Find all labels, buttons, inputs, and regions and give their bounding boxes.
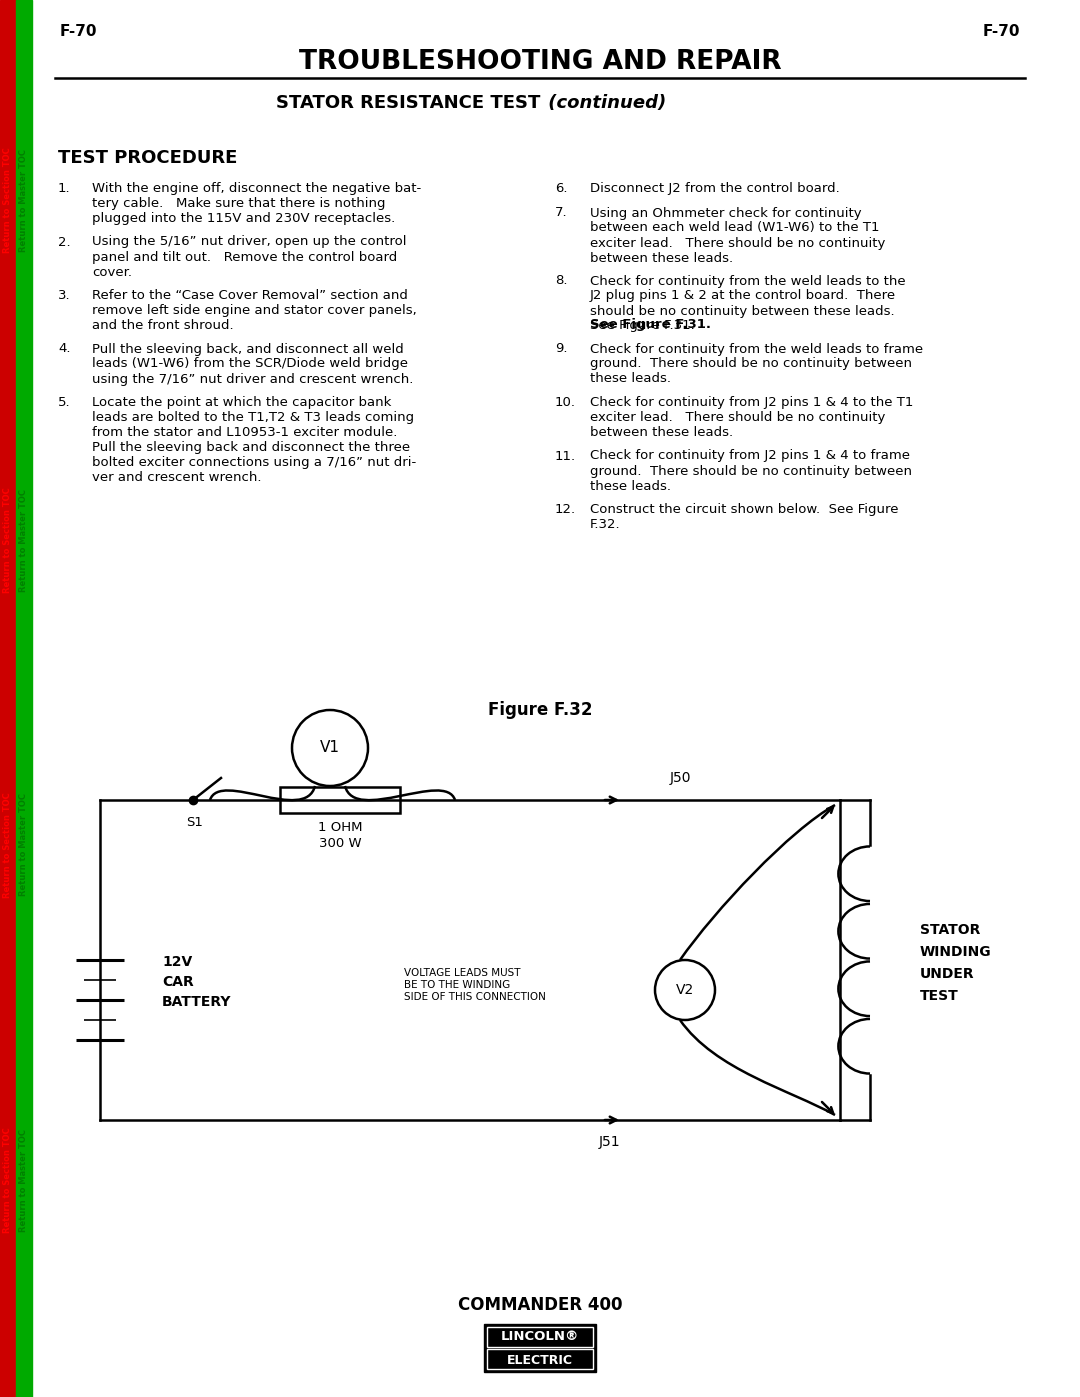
Text: Return to Section TOC: Return to Section TOC bbox=[3, 147, 13, 253]
Text: 10.: 10. bbox=[555, 395, 576, 409]
Text: Return to Master TOC: Return to Master TOC bbox=[19, 148, 28, 251]
Text: TEST: TEST bbox=[920, 989, 959, 1003]
Text: Locate the point at which the capacitor bank
leads are bolted to the T1,T2 & T3 : Locate the point at which the capacitor … bbox=[92, 395, 416, 483]
Text: Check for continuity from J2 pins 1 & 4 to the T1
exciter lead.   There should b: Check for continuity from J2 pins 1 & 4 … bbox=[590, 395, 914, 439]
Text: Return to Master TOC: Return to Master TOC bbox=[19, 489, 28, 591]
Text: Check for continuity from J2 pins 1 & 4 to frame
ground.  There should be no con: Check for continuity from J2 pins 1 & 4 … bbox=[590, 450, 912, 493]
Bar bbox=[487, 1350, 593, 1369]
Text: J50: J50 bbox=[670, 771, 691, 785]
Text: 6.: 6. bbox=[555, 182, 567, 196]
Text: F-70: F-70 bbox=[60, 25, 97, 39]
Text: CAR: CAR bbox=[162, 975, 193, 989]
Circle shape bbox=[654, 960, 715, 1020]
Text: WINDING: WINDING bbox=[920, 944, 991, 958]
Text: F-70: F-70 bbox=[983, 25, 1020, 39]
Bar bbox=[0, 0, 16, 1397]
Text: ELECTRIC: ELECTRIC bbox=[507, 1354, 573, 1366]
Text: Check for continuity from the weld leads to the
J2 plug pins 1 & 2 at the contro: Check for continuity from the weld leads… bbox=[590, 274, 906, 332]
Text: 1.: 1. bbox=[58, 182, 70, 196]
Text: 11.: 11. bbox=[555, 450, 576, 462]
Text: Figure F.32: Figure F.32 bbox=[488, 701, 592, 719]
Text: 5.: 5. bbox=[58, 395, 70, 409]
Text: J51: J51 bbox=[599, 1134, 621, 1148]
Text: 12V: 12V bbox=[162, 956, 192, 970]
Text: Construct the circuit shown below.  See Figure
F.32.: Construct the circuit shown below. See F… bbox=[590, 503, 899, 531]
Text: BATTERY: BATTERY bbox=[162, 995, 231, 1009]
Text: Return to Master TOC: Return to Master TOC bbox=[19, 793, 28, 897]
Text: S1: S1 bbox=[187, 816, 203, 828]
Text: Return to Section TOC: Return to Section TOC bbox=[3, 1127, 13, 1234]
Text: TEST PROCEDURE: TEST PROCEDURE bbox=[58, 149, 238, 168]
Text: COMMANDER 400: COMMANDER 400 bbox=[458, 1296, 622, 1315]
Text: 3.: 3. bbox=[58, 289, 70, 302]
Text: 300 W: 300 W bbox=[319, 837, 362, 849]
Text: VOLTAGE LEADS MUST
BE TO THE WINDING
SIDE OF THIS CONNECTION: VOLTAGE LEADS MUST BE TO THE WINDING SID… bbox=[404, 968, 545, 1002]
Bar bbox=[484, 1324, 596, 1372]
Text: 2.: 2. bbox=[58, 236, 70, 249]
Text: 9.: 9. bbox=[555, 342, 567, 355]
Text: STATOR: STATOR bbox=[920, 923, 981, 937]
Text: Disconnect J2 from the control board.: Disconnect J2 from the control board. bbox=[590, 182, 840, 196]
Text: Check for continuity from the weld leads to frame
ground.  There should be no co: Check for continuity from the weld leads… bbox=[590, 342, 923, 386]
Text: With the engine off, disconnect the negative bat-
tery cable.   Make sure that t: With the engine off, disconnect the nega… bbox=[92, 182, 421, 225]
Text: See Figure F.31.: See Figure F.31. bbox=[590, 319, 711, 331]
Text: 7.: 7. bbox=[555, 207, 568, 219]
Text: Refer to the “Case Cover Removal” section and
remove left side engine and stator: Refer to the “Case Cover Removal” sectio… bbox=[92, 289, 417, 332]
Text: STATOR RESISTANCE TEST: STATOR RESISTANCE TEST bbox=[275, 94, 540, 112]
Text: 4.: 4. bbox=[58, 342, 70, 355]
Text: Return to Section TOC: Return to Section TOC bbox=[3, 792, 13, 898]
Text: TROUBLESHOOTING AND REPAIR: TROUBLESHOOTING AND REPAIR bbox=[299, 49, 781, 75]
Text: V1: V1 bbox=[320, 740, 340, 756]
Text: LINCOLN®: LINCOLN® bbox=[501, 1330, 579, 1343]
Bar bbox=[280, 787, 400, 813]
Bar bbox=[487, 1327, 593, 1347]
Text: UNDER: UNDER bbox=[920, 967, 974, 981]
Text: V2: V2 bbox=[676, 983, 694, 997]
Text: Pull the sleeving back, and disconnect all weld
leads (W1-W6) from the SCR/Diode: Pull the sleeving back, and disconnect a… bbox=[92, 342, 414, 386]
Text: Using an Ohmmeter check for continuity
between each weld lead (W1-W6) to the T1
: Using an Ohmmeter check for continuity b… bbox=[590, 207, 886, 264]
Circle shape bbox=[292, 710, 368, 787]
Text: (continued): (continued) bbox=[542, 94, 666, 112]
Bar bbox=[16, 0, 32, 1397]
Text: 12.: 12. bbox=[555, 503, 576, 515]
Text: 8.: 8. bbox=[555, 274, 567, 288]
Text: 1 OHM: 1 OHM bbox=[318, 821, 362, 834]
Text: Using the 5/16” nut driver, open up the control
panel and tilt out.   Remove the: Using the 5/16” nut driver, open up the … bbox=[92, 236, 406, 278]
Text: Return to Section TOC: Return to Section TOC bbox=[3, 488, 13, 592]
Text: Return to Master TOC: Return to Master TOC bbox=[19, 1129, 28, 1232]
